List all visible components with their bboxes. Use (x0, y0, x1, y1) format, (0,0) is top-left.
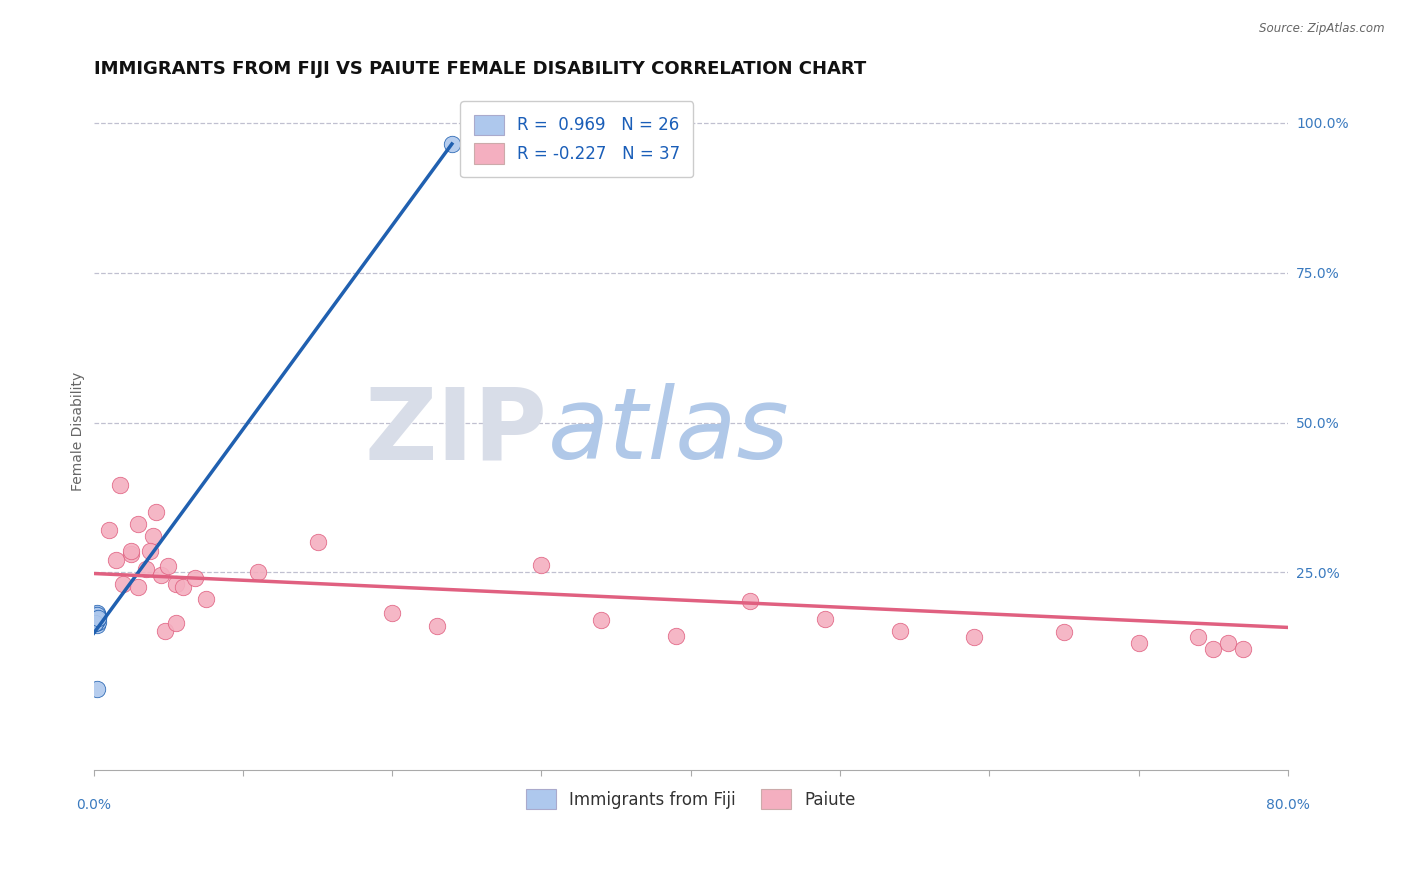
Text: ZIP: ZIP (364, 383, 547, 480)
Point (120, 547, 142, 561)
Point (87, 615, 110, 629)
Point (86, 611, 108, 625)
Point (84, 614, 107, 628)
Point (591, 613, 613, 627)
Point (145, 505, 167, 519)
Legend: Immigrants from Fiji, Paiute: Immigrants from Fiji, Paiute (513, 775, 869, 822)
Point (84, 613, 107, 627)
Text: Source: ZipAtlas.com: Source: ZipAtlas.com (1260, 22, 1385, 36)
Point (86, 613, 108, 627)
Y-axis label: Female Disability: Female Disability (72, 372, 86, 491)
Point (87, 609, 110, 624)
Point (1053, 625, 1076, 640)
Point (814, 612, 837, 626)
Point (530, 558, 553, 573)
Point (184, 571, 207, 585)
Point (87, 611, 110, 625)
Point (165, 616, 187, 631)
Point (97, 524, 120, 538)
Point (963, 630, 986, 644)
Text: IMMIGRANTS FROM FIJI VS PAIUTE FEMALE DISABILITY CORRELATION CHART: IMMIGRANTS FROM FIJI VS PAIUTE FEMALE DI… (94, 60, 866, 78)
Point (84, 616, 107, 631)
Text: 80.0%: 80.0% (1265, 797, 1310, 812)
Point (84, 610, 107, 624)
Point (86, 608, 108, 623)
Point (120, 544, 142, 558)
Point (381, 606, 404, 620)
Point (87, 610, 110, 624)
Point (307, 535, 329, 549)
Point (86, 606, 108, 620)
Point (86, 611, 108, 625)
Point (149, 568, 172, 582)
Point (1232, 642, 1254, 657)
Point (440, 136, 463, 151)
Text: atlas: atlas (547, 383, 789, 480)
Point (1187, 630, 1209, 644)
Point (172, 580, 194, 594)
Point (86, 607, 108, 622)
Point (139, 544, 162, 558)
Point (86, 612, 108, 626)
Point (110, 478, 132, 492)
Point (1128, 636, 1150, 650)
Point (155, 624, 177, 638)
Point (740, 594, 762, 608)
Point (135, 562, 157, 576)
Point (142, 529, 165, 543)
Point (246, 566, 269, 580)
Point (86, 611, 108, 625)
Point (194, 592, 217, 607)
Point (86, 615, 108, 629)
Point (157, 559, 180, 574)
Point (127, 517, 149, 532)
Point (104, 553, 127, 567)
Point (84, 613, 107, 627)
Point (84, 609, 107, 624)
Point (84, 608, 107, 623)
Point (86, 618, 108, 632)
Point (86, 682, 108, 697)
Point (84, 615, 107, 630)
Point (127, 580, 149, 594)
Point (665, 629, 688, 643)
Point (165, 577, 187, 591)
Point (86, 612, 108, 626)
Point (889, 624, 911, 638)
Point (112, 577, 135, 591)
Point (1202, 642, 1225, 657)
Text: 0.0%: 0.0% (76, 797, 111, 812)
Point (1218, 636, 1240, 650)
Point (86, 616, 108, 631)
Point (426, 619, 449, 633)
